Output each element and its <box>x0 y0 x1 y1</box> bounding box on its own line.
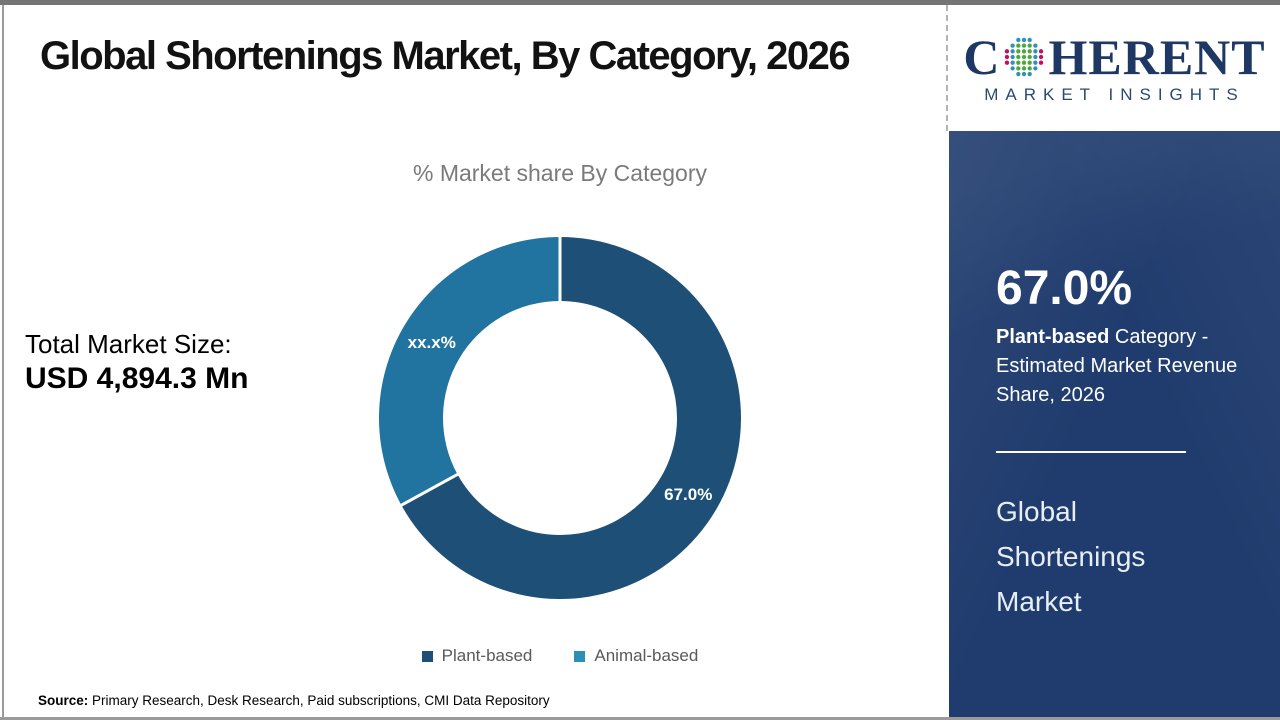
globe-dot <box>1016 60 1021 65</box>
sidebar-stat-category: Plant-based <box>996 326 1110 348</box>
sidebar-divider-line <box>996 451 1186 453</box>
globe-dot <box>1022 48 1027 53</box>
total-market-size-label: Total Market Size: <box>25 329 232 359</box>
globe-dot <box>1033 48 1038 53</box>
legend-swatch <box>421 650 433 662</box>
brand-logo-wordmark: C HERENT <box>963 32 1265 82</box>
globe-dot <box>1016 71 1021 76</box>
globe-dot <box>1033 54 1038 59</box>
frame-bottom-border <box>0 717 1280 720</box>
sidebar-stat-description-rest: Category - Estimated Market Revenue Shar… <box>996 326 1238 406</box>
globe-dot <box>1005 54 1010 59</box>
chart-legend: Plant-based Animal-based <box>250 646 870 666</box>
globe-dots-icon <box>1005 37 1044 76</box>
globe-dot <box>1033 60 1038 65</box>
globe-dot <box>1027 37 1033 42</box>
globe-dot <box>1027 42 1033 48</box>
globe-dot <box>1010 42 1016 48</box>
globe-dot <box>1022 54 1027 59</box>
brand-logo-tagline: MARKET INSIGHTS <box>984 84 1245 104</box>
globe-dot <box>1016 42 1021 48</box>
globe-dot <box>1016 65 1021 71</box>
globe-dot <box>1010 48 1016 53</box>
total-market-size-block: Total Market Size: USD 4,894.3 Mn <box>25 328 248 398</box>
globe-dot <box>1022 42 1027 48</box>
source-note: Source: Primary Research, Desk Research,… <box>38 693 550 708</box>
globe-dot <box>1027 48 1033 53</box>
globe-dot <box>1010 65 1016 71</box>
source-text: Primary Research, Desk Research, Paid su… <box>88 693 550 708</box>
globe-dot <box>1033 65 1038 71</box>
page-title: Global Shortenings Market, By Category, … <box>40 34 851 78</box>
slice-separator <box>399 472 460 507</box>
donut-slice-label: xx.x% <box>408 333 456 352</box>
donut-chart-svg: 67.0% xx.x% <box>378 236 741 599</box>
total-market-size-value: USD 4,894.3 Mn <box>25 362 249 395</box>
globe-dot <box>1039 48 1044 53</box>
globe-dot <box>1022 71 1027 76</box>
sidebar-report-name: Global Shortenings Market <box>996 496 1146 617</box>
legend-label: Plant-based <box>441 646 533 665</box>
legend-label: Animal-based <box>594 646 699 665</box>
globe-dot <box>1022 60 1027 65</box>
legend-item-animal-based: Animal-based <box>574 646 698 666</box>
globe-dot <box>1005 60 1010 65</box>
frame-top-border <box>0 0 1280 5</box>
sidebar-stat-value: 67.0% <box>996 262 1133 315</box>
globe-dot <box>1005 48 1010 53</box>
brand-logo-letter-c: C <box>963 28 1001 85</box>
donut-chart: 67.0% xx.x% <box>375 233 745 603</box>
sidebar-stat-description: Plant-based Category - Estimated Market … <box>996 323 1248 410</box>
globe-dot <box>1039 60 1044 65</box>
donut-slice-plant-based <box>401 237 741 599</box>
globe-dot <box>1027 65 1033 71</box>
donut-slice-animal-based <box>378 237 560 506</box>
globe-dot <box>1022 65 1027 71</box>
brand-logo: C HERENT MARKET INSIGHTS <box>949 5 1280 131</box>
globe-dot <box>1010 60 1016 65</box>
globe-dot <box>1016 37 1021 42</box>
donut-slice-label: 67.0% <box>664 485 712 504</box>
chart-title: % Market share By Category <box>412 160 707 186</box>
globe-dot <box>1022 37 1027 42</box>
legend-item-plant-based: Plant-based <box>421 646 533 666</box>
source-label: Source: <box>38 693 89 708</box>
globe-dot <box>1010 54 1016 59</box>
header-dashed-divider <box>946 5 948 131</box>
globe-dot <box>1039 54 1044 59</box>
globe-dot <box>1033 42 1038 48</box>
globe-dot <box>1016 54 1021 59</box>
globe-dot <box>1027 54 1033 59</box>
highlight-sidebar: 67.0% Plant-based Category - Estimated M… <box>949 131 1280 717</box>
globe-dot <box>1016 48 1021 53</box>
globe-dot <box>1027 71 1033 76</box>
legend-swatch <box>574 650 586 662</box>
globe-dot <box>1027 60 1033 65</box>
brand-logo-letters-herent: HERENT <box>1048 28 1266 85</box>
frame-left-border <box>2 5 4 720</box>
